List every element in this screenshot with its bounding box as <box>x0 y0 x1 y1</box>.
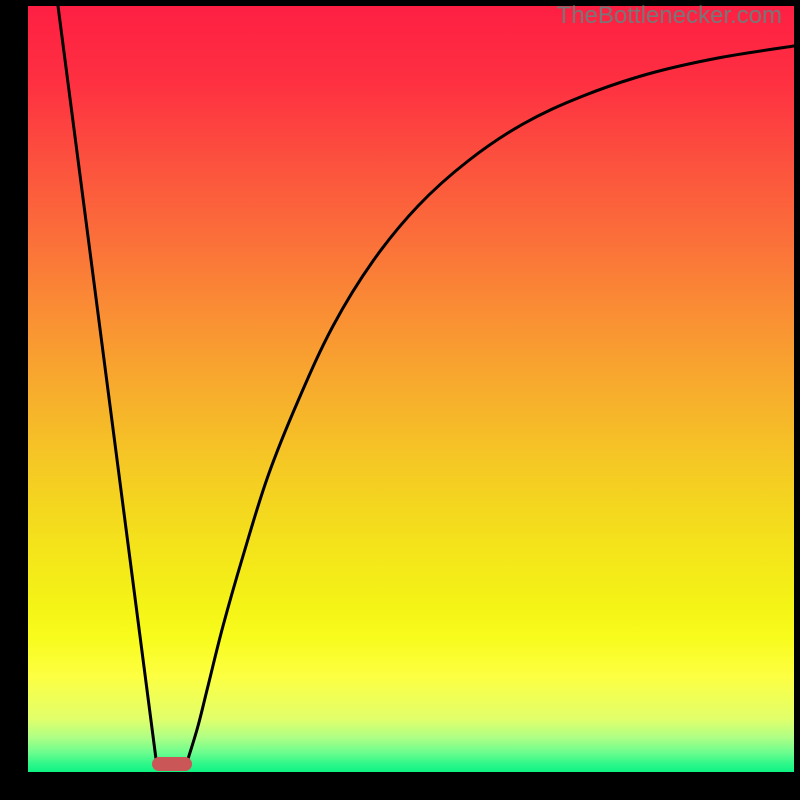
plot-svg <box>28 6 794 772</box>
chart-frame: TheBottlenecker.com <box>0 0 800 800</box>
marker-pill <box>152 757 192 771</box>
watermark-text: TheBottlenecker.com <box>557 2 782 30</box>
plot-area <box>28 6 794 772</box>
